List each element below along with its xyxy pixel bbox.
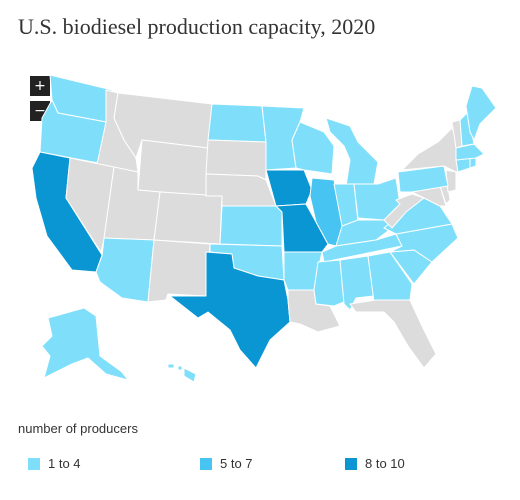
state-wi[interactable] xyxy=(291,121,335,175)
state-wy[interactable] xyxy=(137,139,209,197)
state-ks[interactable] xyxy=(219,205,283,247)
state-nc[interactable] xyxy=(389,223,459,263)
legend-item-low: 1 to 4 xyxy=(28,456,81,471)
state-ia[interactable] xyxy=(265,169,313,207)
state-fl[interactable] xyxy=(349,299,437,369)
zoom-in-button[interactable]: + xyxy=(30,76,50,96)
state-tx[interactable] xyxy=(169,251,291,369)
state-nm[interactable] xyxy=(147,239,211,303)
legend-swatch-low xyxy=(28,457,40,470)
state-az[interactable] xyxy=(95,237,155,303)
legend-item-mid: 5 to 7 xyxy=(200,456,253,471)
legend-label-high: 8 to 10 xyxy=(365,456,405,471)
state-ri[interactable] xyxy=(469,157,477,169)
state-hi[interactable] xyxy=(167,363,197,383)
legend-swatch-mid xyxy=(200,457,212,470)
legend-swatch-high xyxy=(345,457,357,470)
state-ak[interactable] xyxy=(41,307,129,381)
state-nv[interactable] xyxy=(65,157,115,253)
state-nh[interactable] xyxy=(459,111,475,147)
state-ms[interactable] xyxy=(313,259,345,307)
state-nd[interactable] xyxy=(207,103,267,143)
state-co[interactable] xyxy=(153,191,223,245)
state-mo[interactable] xyxy=(275,203,329,253)
state-wv[interactable] xyxy=(383,193,425,229)
legend-item-high: 8 to 10 xyxy=(345,456,405,471)
map-title: U.S. biodiesel production capacity, 2020 xyxy=(18,14,376,39)
legend-label-low: 1 to 4 xyxy=(48,456,81,471)
state-me[interactable] xyxy=(465,85,497,141)
legend-label-mid: 5 to 7 xyxy=(220,456,253,471)
legend-title: number of producers xyxy=(18,421,138,436)
us-states-map xyxy=(31,74,497,383)
state-ga[interactable] xyxy=(367,251,413,303)
